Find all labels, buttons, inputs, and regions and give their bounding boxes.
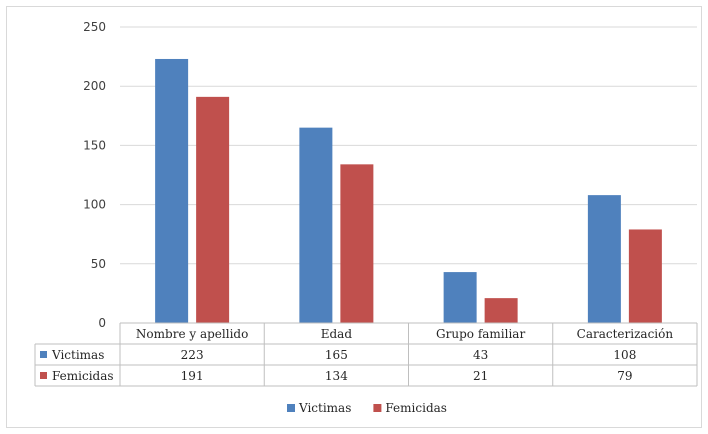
- legend-swatch-femicidas: [373, 404, 382, 412]
- table-cell-value: 223: [181, 348, 204, 362]
- category-label: Nombre y apellido: [136, 327, 248, 341]
- table-series-name: Femicidas: [52, 369, 114, 383]
- bar-femicidas-1: [340, 164, 374, 323]
- bar-victimas-3: [587, 195, 621, 323]
- y-tick-label: 200: [83, 79, 106, 93]
- table-cell-value: 43: [473, 348, 488, 362]
- bar-femicidas-2: [484, 298, 518, 323]
- y-tick-label: 100: [83, 198, 106, 212]
- bar-victimas-0: [155, 58, 189, 324]
- bar-femicidas-0: [196, 96, 230, 323]
- y-tick-label: 250: [83, 20, 106, 34]
- bar-victimas-1: [299, 127, 333, 323]
- table-legend-key-femicidas: [40, 372, 47, 379]
- category-label: Caracterización: [577, 327, 674, 341]
- table-series-name: Victimas: [51, 348, 104, 362]
- bar-femicidas-3: [628, 229, 662, 323]
- table-cell-value: 191: [181, 369, 204, 383]
- y-tick-label: 0: [98, 316, 106, 330]
- bar-victimas-2: [443, 272, 477, 323]
- legend-label: Victimas: [298, 401, 351, 415]
- y-tick-label: 50: [91, 257, 106, 271]
- y-tick-label: 150: [83, 138, 106, 152]
- table-cell-value: 79: [617, 369, 632, 383]
- category-label: Edad: [321, 327, 353, 341]
- table-cell-value: 108: [613, 348, 636, 362]
- legend-label: Femicidas: [385, 401, 447, 415]
- table-cell-value: 21: [473, 369, 488, 383]
- legend-swatch-victimas: [287, 404, 295, 412]
- table-cell-value: 165: [325, 348, 348, 362]
- table-cell-value: 134: [325, 369, 348, 383]
- table-legend-key-victimas: [40, 351, 47, 358]
- category-label: Grupo familiar: [436, 327, 525, 341]
